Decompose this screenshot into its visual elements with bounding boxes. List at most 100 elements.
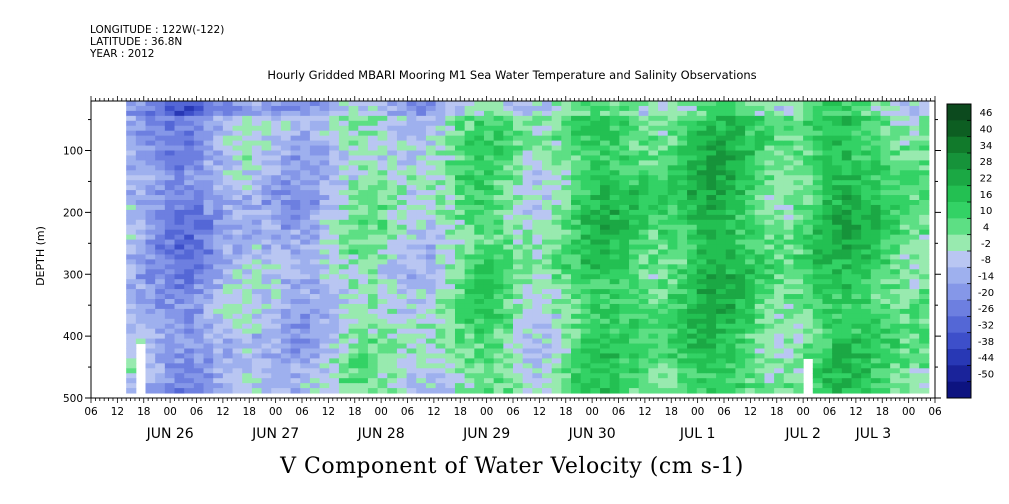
heatmap-cell	[251, 308, 263, 315]
heatmap-cell	[899, 284, 910, 290]
heatmap-cell	[338, 378, 350, 384]
heatmap-cell	[261, 224, 272, 231]
heatmap-cell	[648, 333, 659, 340]
heatmap-cell	[164, 274, 176, 280]
heatmap-cell	[571, 388, 582, 394]
heatmap-cell	[464, 279, 475, 285]
heatmap-cell	[261, 115, 272, 122]
heatmap-cell	[174, 289, 185, 295]
heatmap-cell	[338, 254, 350, 260]
heatmap-cell	[338, 234, 350, 241]
heatmap-cell	[706, 378, 717, 384]
heatmap-cell	[358, 269, 369, 275]
heatmap-cell	[406, 200, 417, 206]
heatmap-cell	[812, 150, 823, 156]
heatmap-cell	[348, 145, 359, 151]
heatmap-cell	[783, 279, 794, 285]
heatmap-cell	[841, 214, 852, 221]
heatmap-cell	[193, 155, 205, 161]
heatmap-cell	[493, 224, 504, 231]
heatmap-cell	[841, 299, 852, 305]
heatmap-cell	[126, 259, 137, 265]
heatmap-cell	[377, 313, 388, 320]
heatmap-cell	[725, 274, 736, 280]
heatmap-cell	[155, 269, 166, 275]
heatmap-cell	[503, 308, 514, 315]
heatmap-cell	[629, 239, 640, 246]
heatmap-cell	[793, 259, 804, 265]
heatmap-cell	[271, 105, 282, 112]
heatmap-cell	[551, 214, 562, 221]
heatmap-cell	[677, 155, 688, 161]
heatmap-cell	[300, 383, 311, 389]
heatmap-cell	[880, 279, 891, 285]
heatmap-cell	[300, 348, 311, 354]
heatmap-cell	[203, 294, 214, 300]
heatmap-cell	[184, 299, 195, 305]
heatmap-cell	[445, 125, 456, 132]
heatmap-cell	[135, 195, 147, 201]
heatmap-cell	[832, 150, 843, 156]
heatmap-cell	[513, 239, 524, 246]
heatmap-cell	[193, 388, 205, 394]
heatmap-cell	[590, 279, 601, 285]
heatmap-cell	[319, 239, 330, 246]
heatmap-cell	[754, 224, 765, 231]
heatmap-cell	[251, 190, 263, 196]
heatmap-cell	[203, 318, 214, 325]
heatmap-cell	[445, 239, 456, 246]
heatmap-cell	[464, 259, 475, 265]
heatmap-cell	[551, 294, 562, 300]
heatmap-cell	[145, 353, 156, 359]
heatmap-cell	[290, 214, 301, 221]
heatmap-cell	[658, 145, 669, 151]
heatmap-cell	[677, 353, 688, 359]
heatmap-cell	[193, 160, 205, 166]
heatmap-cell	[609, 388, 620, 394]
heatmap-cell	[812, 313, 823, 320]
heatmap-cell	[358, 348, 369, 354]
heatmap-cell	[513, 284, 524, 290]
heatmap-cell	[445, 299, 456, 305]
heatmap-cell	[483, 264, 495, 270]
heatmap-cell	[735, 180, 746, 186]
heatmap-cell	[251, 150, 263, 156]
heatmap-cell	[687, 338, 698, 345]
heatmap-cell	[812, 363, 823, 369]
heatmap-cell	[764, 234, 775, 241]
heatmap-cell	[338, 284, 350, 290]
heatmap-cell	[745, 110, 756, 117]
heatmap-cell	[899, 328, 910, 335]
heatmap-cell	[261, 170, 272, 176]
heatmap-cell	[387, 279, 398, 285]
heatmap-cell	[754, 120, 765, 127]
heatmap-cell	[280, 155, 292, 161]
heatmap-cell	[242, 323, 253, 330]
heatmap-cell	[474, 140, 485, 147]
heatmap-cell	[638, 110, 649, 117]
heatmap-cell	[851, 195, 862, 201]
heatmap-cell	[551, 274, 562, 280]
heatmap-cell	[271, 368, 282, 374]
heatmap-cell	[503, 383, 514, 389]
heatmap-cell	[377, 160, 388, 166]
heatmap-cell	[358, 328, 369, 335]
heatmap-cell	[803, 175, 814, 181]
heatmap-cell	[909, 299, 920, 305]
heatmap-cell	[338, 145, 350, 151]
heatmap-cell	[445, 120, 456, 127]
heatmap-cell	[638, 239, 649, 246]
heatmap-cell	[300, 323, 311, 330]
heatmap-cell	[861, 219, 872, 226]
heatmap-cell	[638, 373, 649, 379]
heatmap-cell	[832, 378, 843, 384]
heatmap-cell	[696, 338, 707, 345]
heatmap-cell	[522, 101, 533, 107]
heatmap-cell	[803, 328, 814, 335]
heatmap-cell	[706, 145, 717, 151]
heatmap-cell	[861, 383, 872, 389]
heatmap-cell	[822, 323, 833, 330]
heatmap-cell	[648, 318, 659, 325]
heatmap-cell	[754, 318, 765, 325]
heatmap-cell	[648, 269, 659, 275]
